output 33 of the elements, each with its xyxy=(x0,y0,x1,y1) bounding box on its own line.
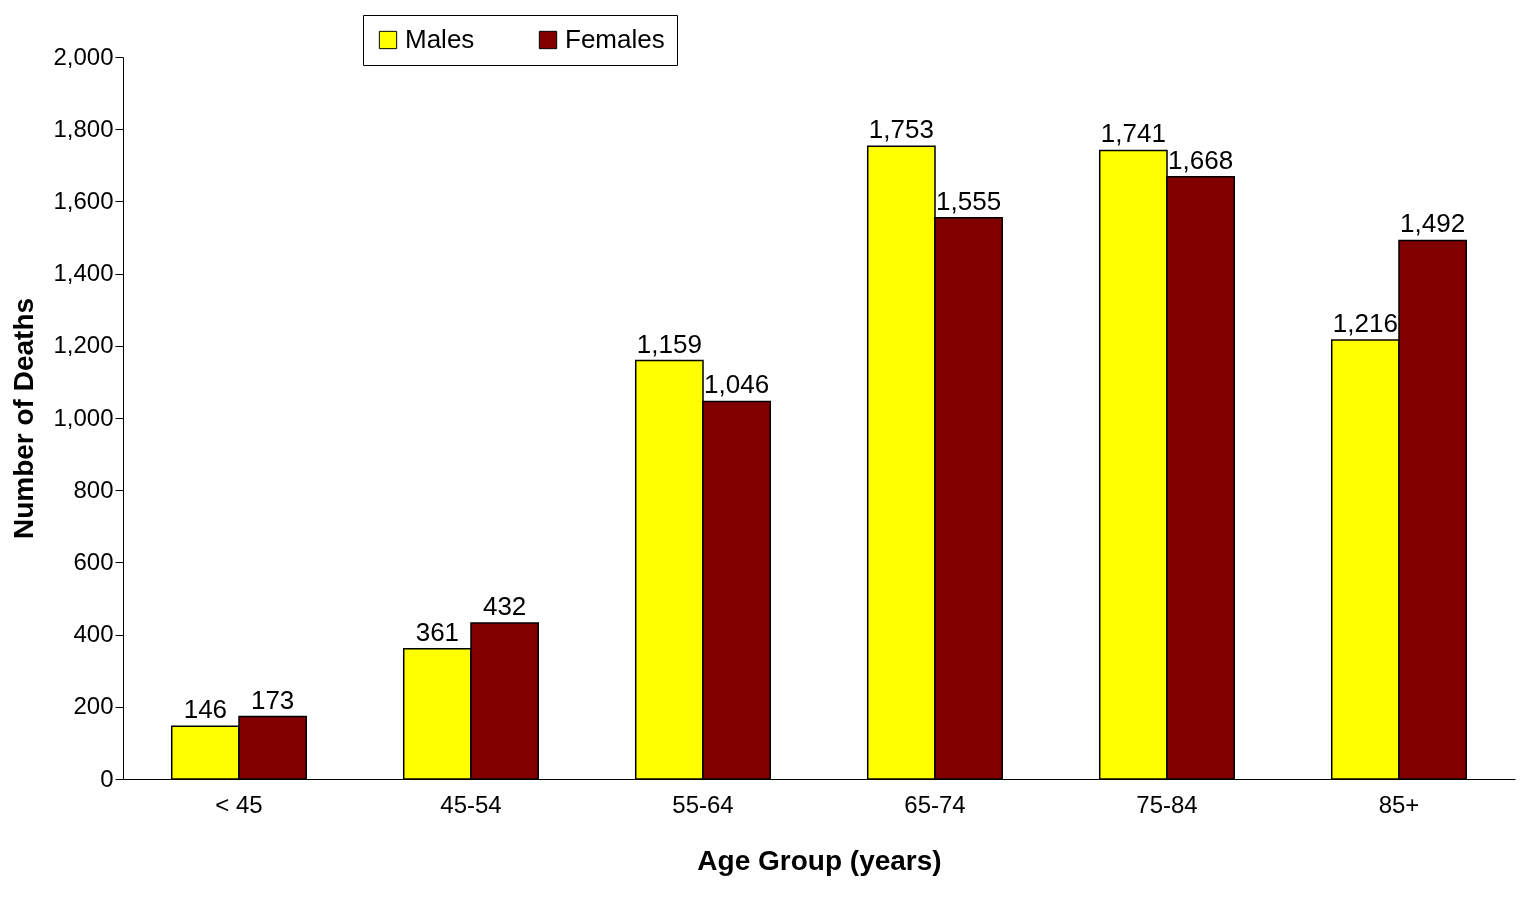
x-tick-label: 85+ xyxy=(1378,790,1420,818)
data-label: 1,555 xyxy=(936,185,1002,216)
data-label: 1,159 xyxy=(636,328,702,359)
y-tick-label: 1,200 xyxy=(53,331,114,359)
y-tick-label: 800 xyxy=(73,475,114,503)
data-label: 1,753 xyxy=(868,114,934,145)
y-tick-label: 200 xyxy=(73,692,114,720)
data-label: 173 xyxy=(250,684,295,715)
x-tick-label: 55-64 xyxy=(672,790,734,818)
data-label: 1,216 xyxy=(1332,308,1398,339)
legend-label: Females xyxy=(565,24,665,54)
x-axis-title: Age Group (years) xyxy=(697,844,942,876)
data-label: 361 xyxy=(415,616,460,647)
x-tick-label: 65-74 xyxy=(904,790,966,818)
data-label: 146 xyxy=(183,694,228,725)
data-label: 432 xyxy=(482,591,527,622)
legend-label: Males xyxy=(405,24,475,54)
y-tick-label: 2,000 xyxy=(53,42,114,70)
y-tick-label: 1,600 xyxy=(53,186,114,214)
y-tick-label: 1,800 xyxy=(53,114,114,142)
data-label: 1,668 xyxy=(1168,144,1234,175)
x-tick-label: < 45 xyxy=(215,790,263,818)
data-label: 1,492 xyxy=(1400,208,1466,239)
y-axis-title: Number of Deaths xyxy=(8,297,40,540)
y-tick-label: 1,400 xyxy=(53,259,114,287)
y-tick-label: 0 xyxy=(100,764,114,792)
y-tick-label: 1,000 xyxy=(53,403,114,431)
data-label: 1,046 xyxy=(704,369,770,400)
x-tick-label: 45-54 xyxy=(440,790,502,818)
y-tick-label: 400 xyxy=(73,620,114,648)
y-tick-label: 600 xyxy=(73,547,114,575)
data-label: 1,741 xyxy=(1100,118,1166,149)
x-tick-label: 75-84 xyxy=(1136,790,1198,818)
